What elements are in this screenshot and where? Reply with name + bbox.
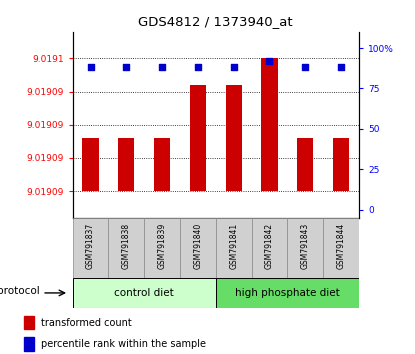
Text: GSM791841: GSM791841 [229, 223, 238, 269]
Bar [216, 278, 359, 308]
Text: high phosphate diet: high phosphate diet [235, 288, 340, 298]
Point [123, 64, 129, 70]
Bar [24, 316, 34, 329]
Point [338, 64, 344, 70]
Point [159, 64, 166, 70]
Bar [261, 58, 278, 191]
Bar [24, 337, 34, 350]
Bar [73, 218, 108, 278]
Text: GSM791840: GSM791840 [193, 223, 203, 269]
Bar [108, 218, 144, 278]
Text: GSM791838: GSM791838 [122, 223, 131, 269]
Bar [216, 218, 251, 278]
Bar [180, 218, 216, 278]
Text: percentile rank within the sample: percentile rank within the sample [42, 339, 206, 349]
Text: control diet: control diet [115, 288, 174, 298]
Bar [144, 218, 180, 278]
Point [230, 64, 237, 70]
Bar [323, 218, 359, 278]
Text: transformed count: transformed count [42, 318, 132, 327]
Text: GSM791844: GSM791844 [337, 223, 346, 269]
Bar [154, 138, 170, 191]
Text: GSM791837: GSM791837 [86, 223, 95, 269]
Bar [190, 85, 206, 191]
Bar [118, 138, 134, 191]
Point [302, 64, 309, 70]
Bar [73, 278, 216, 308]
Bar [251, 218, 287, 278]
Bar [83, 138, 99, 191]
Text: protocol: protocol [0, 286, 40, 296]
Bar [297, 138, 313, 191]
Bar [226, 85, 242, 191]
Point [87, 64, 94, 70]
Bar [333, 138, 349, 191]
Point [195, 64, 201, 70]
Bar [287, 218, 323, 278]
Point [266, 58, 273, 64]
Text: GSM791843: GSM791843 [301, 223, 310, 269]
Text: GSM791839: GSM791839 [158, 223, 166, 269]
Text: GSM791842: GSM791842 [265, 223, 274, 269]
Title: GDS4812 / 1373940_at: GDS4812 / 1373940_at [139, 15, 293, 28]
